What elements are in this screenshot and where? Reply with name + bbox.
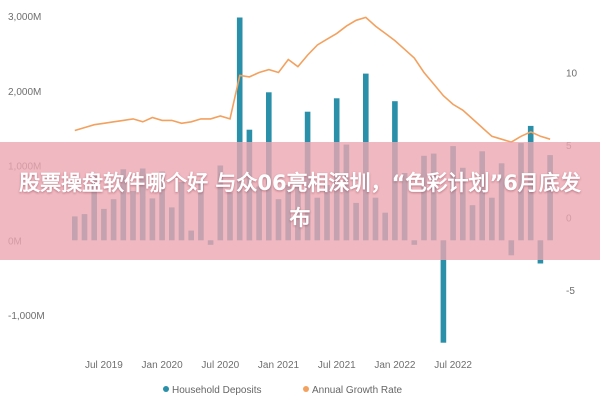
- x-tick-label: Jul 2022: [434, 360, 472, 371]
- legend-label-annual-growth-rate: Annual Growth Rate: [312, 385, 402, 396]
- x-tick-label: Jul 2020: [201, 360, 239, 371]
- legend-marker-household-deposits: [163, 386, 169, 392]
- bar-household-deposits: [440, 240, 447, 343]
- y-right-tick-label: -5: [566, 286, 575, 297]
- bar-household-deposits: [236, 17, 243, 241]
- legend-marker-annual-growth-rate: [303, 386, 309, 392]
- y-right-tick-label: 10: [566, 69, 578, 80]
- x-axis-ticks: Jul 2019 Jan 2020 Jul 2020 Jan 2021 Jul 2021…: [85, 360, 472, 371]
- x-tick-label: Jul 2019: [85, 360, 123, 371]
- y-left-tick-label: 2,000M: [8, 87, 41, 98]
- legend-label-household-deposits: Household Deposits: [172, 385, 262, 396]
- y-left-tick-label: -1,000M: [8, 311, 45, 322]
- y-left-tick-label: 3,000M: [8, 12, 41, 23]
- x-tick-label: Jul 2021: [318, 360, 356, 371]
- headline-text: 股票操盘软件哪个好 与众06亮相深圳，“色彩计划”6月底发布: [19, 171, 581, 230]
- headline-banner: 股票操盘软件哪个好 与众06亮相深圳，“色彩计划”6月底发布: [0, 142, 600, 260]
- legend: Household Deposits Annual Growth Rate: [163, 385, 402, 396]
- x-tick-label: Jan 2020: [142, 360, 184, 371]
- annual-growth-rate-line: [74, 16, 551, 143]
- x-tick-label: Jan 2021: [258, 360, 300, 371]
- x-tick-label: Jan 2022: [374, 360, 416, 371]
